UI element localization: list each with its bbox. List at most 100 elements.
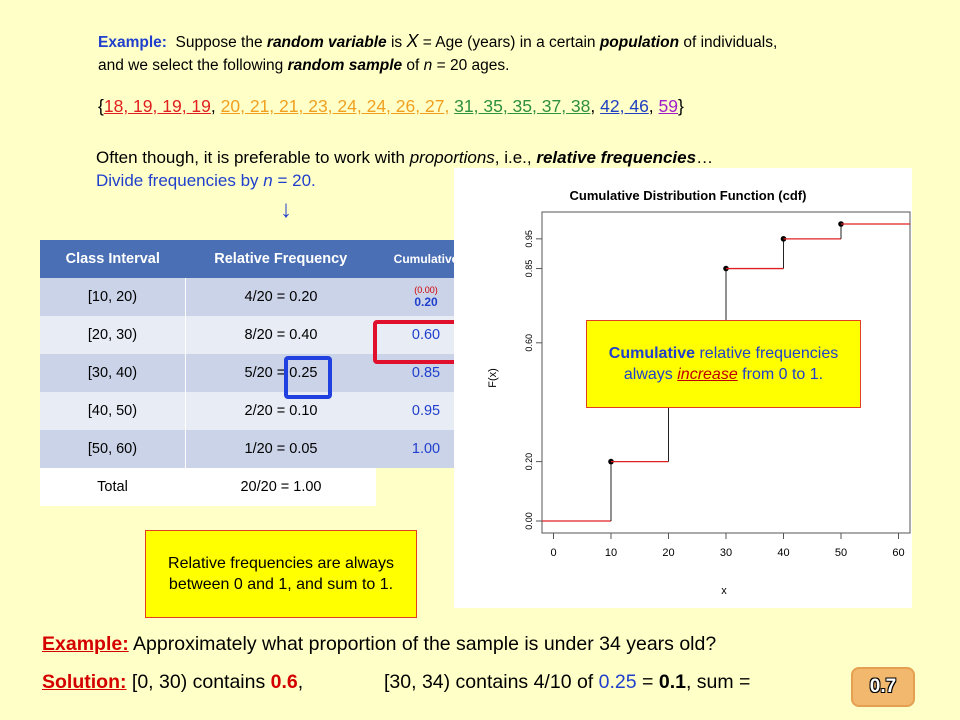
intro-t8: and we select the following: [98, 57, 288, 74]
note2-t3: increase: [677, 366, 738, 383]
y-tick-label: 0.20: [524, 453, 534, 471]
group-30s: 31, 35, 35, 37, 38: [454, 96, 591, 116]
chart-title: Cumulative Distribution Function (cdf): [570, 188, 807, 203]
often-t6: Divide frequencies by: [96, 171, 264, 190]
proportions-text: Often though, it is preferable to work w…: [96, 146, 713, 192]
cumulative-note: Cumulative relative frequencies always i…: [586, 320, 861, 408]
table-total-row: Total 20/20 = 1.00: [40, 468, 376, 506]
cumulative-value: 0.20: [414, 295, 438, 309]
y-tick-label: 0.95: [524, 230, 534, 248]
table-cell: [50, 60): [40, 430, 186, 468]
y-tick-label: 0.00: [524, 512, 534, 530]
solution-t1: [0, 30) contains: [126, 671, 271, 693]
table-cell: 8/20 = 0.40: [185, 316, 376, 354]
x-axis: 0 10 20 30 40 50 60: [550, 533, 905, 559]
relative-frequency-note: Relative frequencies are always between …: [145, 530, 417, 618]
note2-t4: from 0 to 1.: [737, 366, 824, 383]
table-row: [40, 50) 2/20 = 0.10: [40, 392, 376, 430]
x-tick-label: 50: [835, 547, 847, 559]
header-class-interval: Class Interval: [40, 240, 186, 278]
group-40s: 42, 46: [600, 96, 649, 116]
often-t7: n: [263, 171, 273, 190]
solution-t2: ,: [297, 671, 304, 693]
often-t1: Often though, it is preferable to work w…: [96, 148, 410, 167]
y-tick-label: 0.85: [524, 260, 534, 278]
group-10s: 18, 19, 19, 19: [103, 96, 211, 116]
answer-badge: 0.7: [851, 667, 915, 707]
solution-v1: 0.6: [270, 671, 298, 693]
relative-frequency-table: Class Interval Relative Frequency [10, 2…: [40, 240, 376, 506]
table-header-row: Class Interval Relative Frequency: [40, 240, 376, 278]
table-cell: 5/20 = 0.25: [185, 354, 376, 392]
group-50s: 59: [658, 96, 678, 116]
table-cell: 1/20 = 0.05: [185, 430, 376, 468]
sample-dataset: {18, 19, 19, 19, 20, 21, 21, 23, 24, 24,…: [98, 96, 684, 117]
solution-t4: =: [636, 671, 659, 693]
intro-text: Example: Suppose the random variable is …: [98, 30, 938, 77]
brace-open: {: [98, 96, 104, 116]
solution-v2: 0.25: [598, 671, 637, 693]
x-tick-label: 60: [892, 547, 904, 559]
cdf-chart: Cumulative Distribution Function (cdf) 0…: [487, 188, 911, 597]
y-axis-label: F(x): [487, 368, 499, 388]
comma-3: ,: [590, 96, 601, 116]
group-20s: 20, 21, 21, 23, 24, 24, 26, 27: [220, 96, 445, 116]
note1-text: Relative frequencies are always between …: [168, 555, 394, 593]
example-text: Approximately what proportion of the sam…: [128, 633, 717, 655]
x-tick-label: 0: [550, 547, 556, 559]
intro-t3: is: [386, 34, 407, 51]
comma-2: ,: [444, 96, 455, 116]
table-cell: 4/20 = 0.20: [185, 278, 376, 316]
highlight-relative-box: [284, 356, 332, 399]
header-relative-frequency: Relative Frequency: [185, 240, 376, 278]
often-t2: proportions: [409, 148, 495, 167]
often-t8: = 20.: [272, 171, 316, 190]
intro-t4: X: [406, 31, 419, 51]
table-cell: 2/20 = 0.10: [185, 392, 376, 430]
x-tick-label: 20: [662, 547, 674, 559]
brace-close: }: [678, 96, 684, 116]
table-cell: 20/20 = 1.00: [185, 468, 376, 506]
table-cell: [20, 30): [40, 316, 186, 354]
y-tick-label: 0.60: [524, 334, 534, 352]
comma-4: ,: [648, 96, 659, 116]
example-label: Example:: [42, 633, 129, 655]
solution-t3: [30, 34) contains 4/10 of: [384, 671, 599, 693]
example-question: Example: Approximately what proportion o…: [42, 633, 716, 656]
x-tick-label: 10: [605, 547, 617, 559]
x-axis-label: x: [721, 585, 727, 597]
solution-t5: , sum =: [685, 671, 751, 693]
table-row: [10, 20) 4/20 = 0.20: [40, 278, 376, 316]
table-row: [20, 30) 8/20 = 0.40: [40, 316, 376, 354]
intro-t5: = Age (years) in a certain: [418, 34, 600, 51]
note2-t2: relative frequencies always: [623, 345, 839, 383]
y-axis: 0.00 0.20 0.60 0.85 0.95: [524, 230, 542, 530]
cumulative-zero: (0.00): [414, 285, 438, 295]
solution-label: Solution:: [42, 671, 127, 693]
down-arrow-icon: ↓: [280, 196, 292, 223]
intro-t2: random variable: [266, 34, 387, 51]
intro-t7: of individuals,: [679, 34, 778, 51]
table-cell: [10, 20): [40, 278, 186, 316]
intro-t6: population: [599, 34, 680, 51]
comma-1: ,: [210, 96, 221, 116]
solution-v3: 0.1: [658, 671, 686, 693]
table-row: [30, 40) 5/20 = 0.25: [40, 354, 376, 392]
often-t3: , i.e.,: [494, 148, 537, 167]
note2-t1: Cumulative: [608, 345, 696, 362]
intro-t1: Suppose the: [175, 34, 267, 51]
intro-t10: of: [402, 57, 424, 74]
x-tick-label: 40: [777, 547, 789, 559]
solution-line: Solution: [0, 30) contains 0.6,: [42, 671, 303, 694]
table-cell: Total: [40, 468, 186, 506]
table-cell: [30, 40): [40, 354, 186, 392]
intro-t12: = 20 ages.: [432, 57, 510, 74]
often-t4: relative frequencies: [536, 148, 697, 167]
intro-t11: n: [423, 57, 433, 74]
x-tick-label: 30: [720, 547, 732, 559]
solution-line-2: [30, 34) contains 4/10 of 0.25 = 0.1, su…: [384, 671, 750, 694]
intro-label: Example:: [98, 34, 167, 51]
table-cell: [40, 50): [40, 392, 186, 430]
often-t5: …: [696, 148, 714, 167]
intro-t9: random sample: [287, 57, 403, 74]
